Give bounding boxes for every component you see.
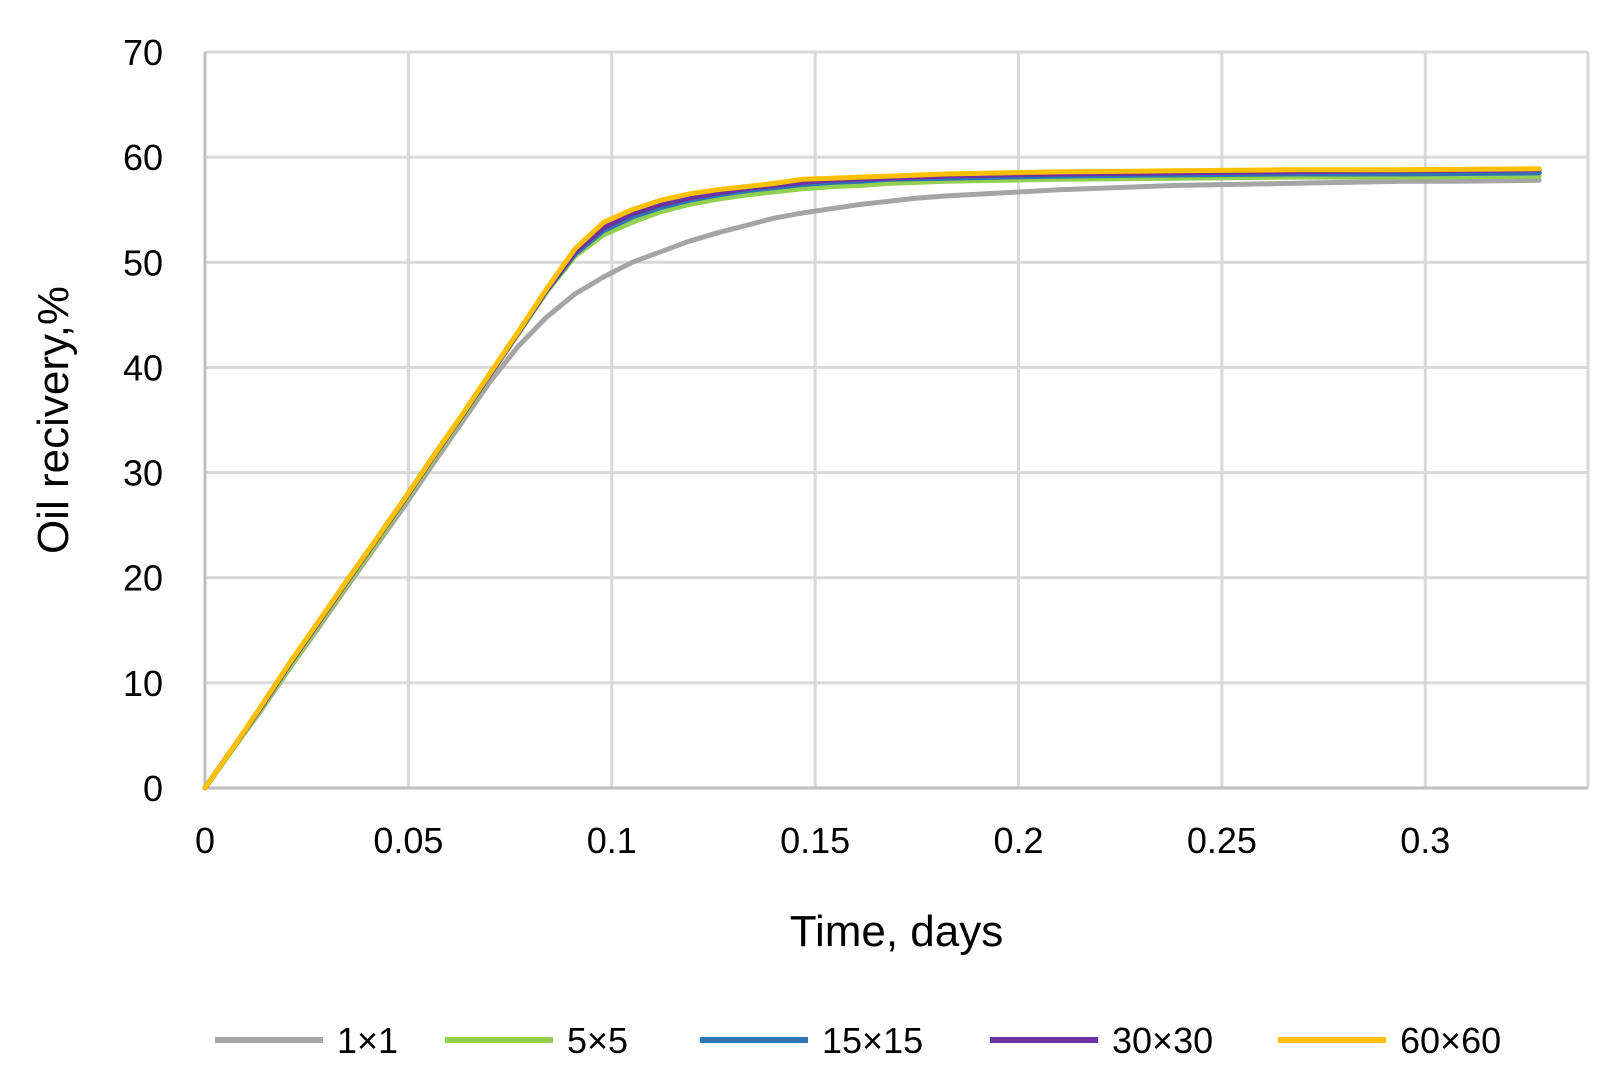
x-tick-label: 0.05	[373, 820, 443, 861]
legend-label: 30×30	[1112, 1020, 1213, 1061]
series-line	[202, 166, 1542, 791]
x-axis-title: Time, days	[790, 907, 1004, 956]
y-axis-title: Oil recivery,%	[29, 286, 78, 554]
y-tick-label: 20	[123, 558, 163, 599]
x-tick-label: 0.1	[587, 820, 637, 861]
legend-label: 1×1	[337, 1020, 398, 1061]
x-tick-label: 0.2	[994, 820, 1044, 861]
legend: 1×1 5×5 15×15 30×30 60×60	[215, 1020, 1501, 1061]
y-tick-label: 10	[123, 663, 163, 704]
y-tick-label: 60	[123, 137, 163, 178]
x-tick-label: 0.15	[780, 820, 850, 861]
y-tick-label: 40	[123, 347, 163, 388]
series-lines	[202, 166, 1542, 791]
series-line	[202, 170, 1542, 791]
series-line	[202, 173, 1542, 791]
y-tick-label: 50	[123, 242, 163, 283]
x-tick-label: 0.25	[1187, 820, 1257, 861]
x-tick-label: 0.3	[1400, 820, 1450, 861]
x-tick-label: 0	[195, 820, 215, 861]
axes	[203, 52, 1588, 790]
tick-labels: 0 10 20 30 40 50 60 70 0 0.05 0.1 0.15 0.2 0.25 0.3	[123, 32, 1450, 861]
legend-label: 60×60	[1400, 1020, 1501, 1061]
y-tick-label: 30	[123, 453, 163, 494]
y-tick-label: 70	[123, 32, 163, 73]
y-tick-label: 0	[143, 768, 163, 809]
legend-label: 5×5	[567, 1020, 628, 1061]
grid	[205, 50, 1590, 788]
legend-label: 15×15	[822, 1020, 923, 1061]
series-line	[202, 177, 1542, 791]
